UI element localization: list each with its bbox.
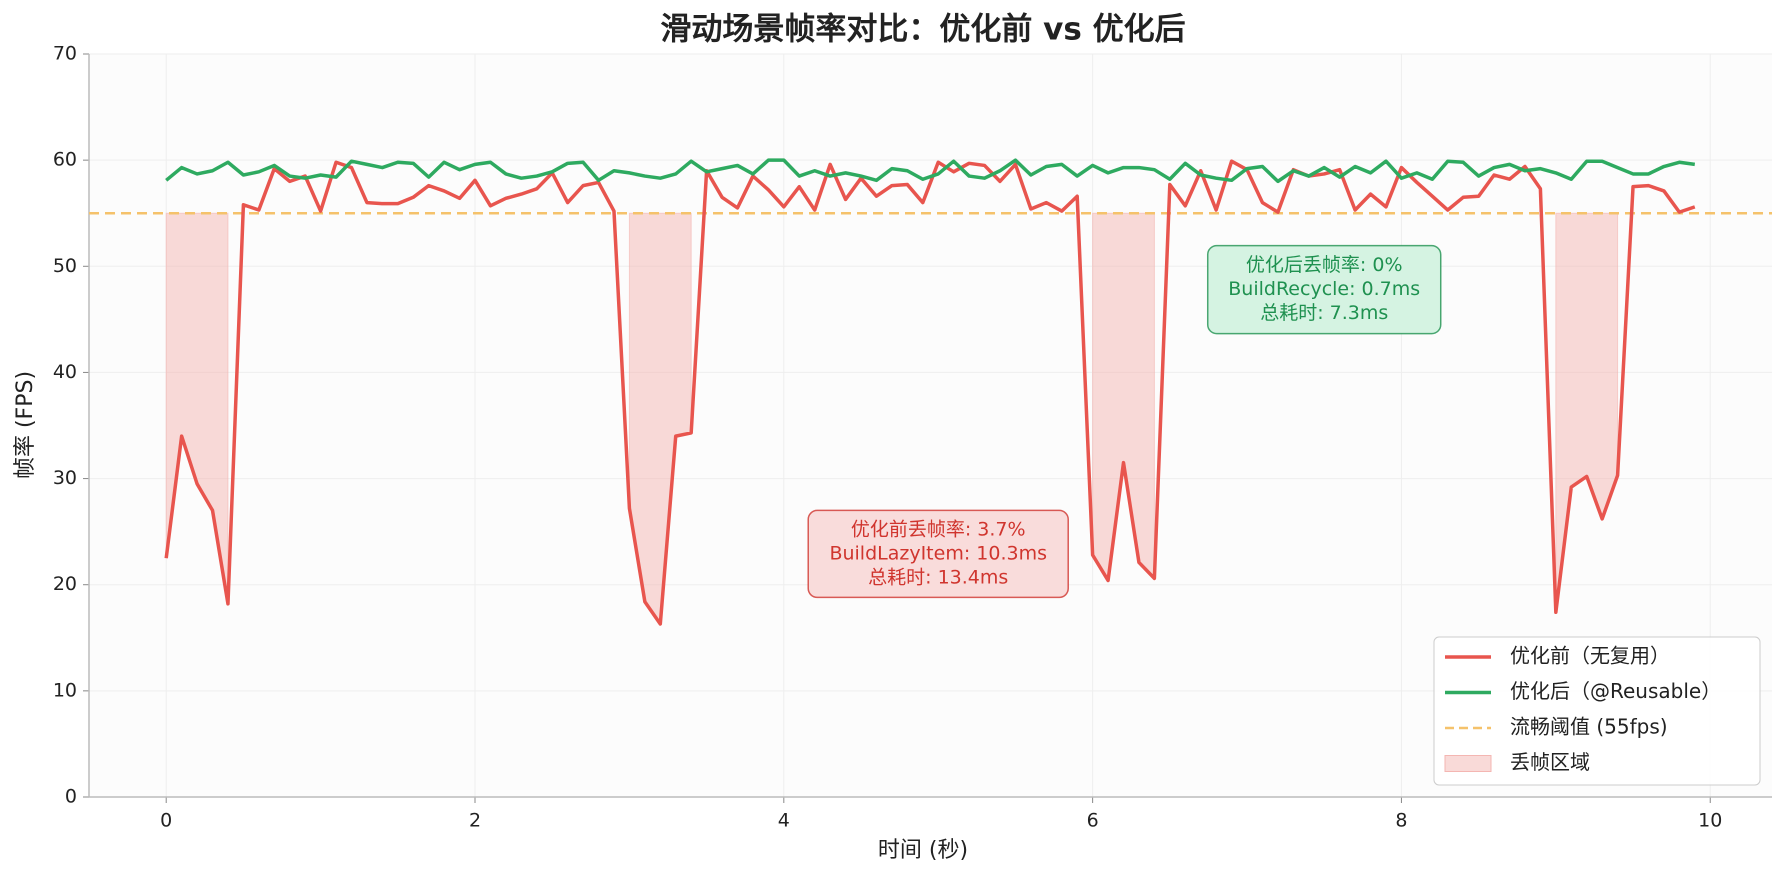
y-tick-label: 30 — [53, 467, 77, 489]
x-tick-label: 8 — [1395, 810, 1407, 832]
annotation-text: BuildLazyItem: 10.3ms — [829, 542, 1047, 564]
legend-label: 优化前（无复用） — [1510, 644, 1670, 668]
annotation-box — [807, 509, 1069, 599]
y-tick-label: 20 — [53, 573, 77, 595]
series-line — [164, 159, 1696, 626]
series-line — [165, 158, 1696, 184]
chart-title: 滑动场景帧率对比：优化前 vs 优化后 — [660, 12, 1185, 48]
y-tick-label: 60 — [53, 149, 77, 171]
legend-box — [1433, 636, 1761, 786]
x-tick-label: 6 — [1087, 810, 1099, 832]
y-tick-label: 10 — [53, 679, 77, 701]
y-axis-label: 帧率 (FPS) — [13, 371, 38, 479]
annotation-text: 总耗时: 7.3ms — [1260, 302, 1388, 324]
legend-label: 流畅阈值 (55fps) — [1510, 715, 1668, 739]
annotation-text: BuildRecycle: 0.7ms — [1228, 278, 1420, 300]
annotation-text: 优化后丢帧率: 0% — [1246, 254, 1403, 276]
legend-swatch — [1444, 755, 1492, 772]
x-tick-label: 2 — [469, 810, 481, 832]
legend-label: 丢帧区域 — [1510, 750, 1590, 774]
y-tick-label: 50 — [53, 255, 77, 277]
x-axis-label: 时间 (秒) — [878, 838, 968, 863]
x-tick-label: 10 — [1698, 810, 1722, 832]
y-tick-label: 40 — [53, 361, 77, 383]
x-tick-label: 0 — [160, 810, 172, 832]
annotation-text: 优化前丢帧率: 3.7% — [851, 518, 1026, 540]
x-tick-label: 4 — [778, 810, 790, 832]
y-tick-label: 0 — [65, 786, 77, 808]
annotation-text: 总耗时: 13.4ms — [868, 566, 1008, 588]
legend-label: 优化后（@Reusable） — [1510, 679, 1721, 703]
y-tick-label: 70 — [53, 43, 77, 65]
annotation-box — [1206, 244, 1442, 335]
